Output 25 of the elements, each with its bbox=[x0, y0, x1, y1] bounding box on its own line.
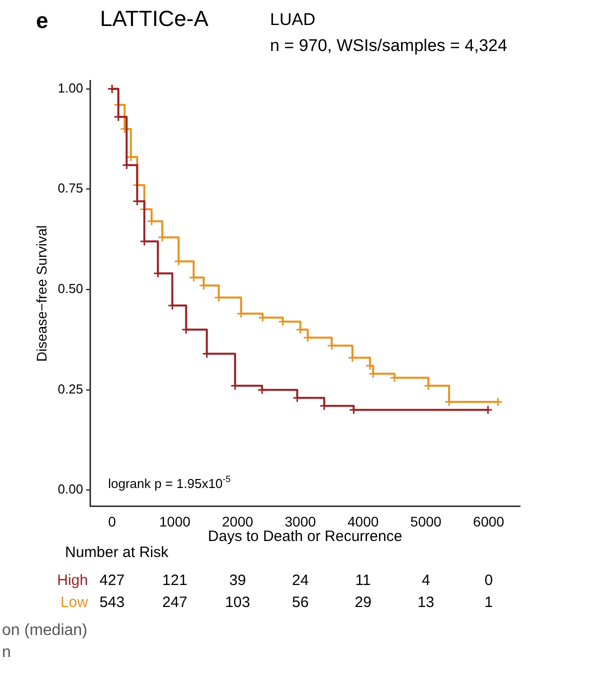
text: on (median) bbox=[2, 622, 88, 640]
text: n = 970, WSIs/samples = 4,324 bbox=[270, 36, 508, 56]
text: 543 247 103 56 29 13 1 bbox=[100, 594, 493, 611]
y-tick-label: 1.00 bbox=[58, 80, 84, 96]
chart-subtitle: LUAD bbox=[270, 10, 316, 30]
x-tick-label: 6000 bbox=[473, 513, 504, 530]
x-axis-title: Days to Death or Recurrence bbox=[208, 528, 402, 546]
x-tick-label: 5000 bbox=[410, 513, 442, 530]
y-tick-label: 0.75 bbox=[58, 180, 84, 196]
y-tick-label: 0.00 bbox=[58, 482, 84, 497]
text: Number at Risk bbox=[65, 544, 168, 561]
x-tick-label: 3000 bbox=[284, 513, 316, 530]
x-tick-label: 2000 bbox=[222, 513, 254, 530]
text: e bbox=[36, 8, 48, 34]
text: Low bbox=[60, 594, 88, 611]
y-tick-label: 0.25 bbox=[58, 381, 84, 396]
y-axis-title: Disease−free Survival bbox=[33, 225, 50, 362]
chart-title: LATTICe-A bbox=[100, 6, 208, 32]
text: n bbox=[2, 644, 11, 662]
text: High bbox=[57, 572, 88, 589]
x-tick-label: 0 bbox=[108, 513, 116, 530]
x-tick-label: 1000 bbox=[159, 513, 191, 530]
y-tick-label: 0.50 bbox=[58, 281, 84, 296]
text: 427 121 39 24 11 4 0 bbox=[100, 572, 493, 589]
x-tick-label: 4000 bbox=[348, 513, 379, 530]
